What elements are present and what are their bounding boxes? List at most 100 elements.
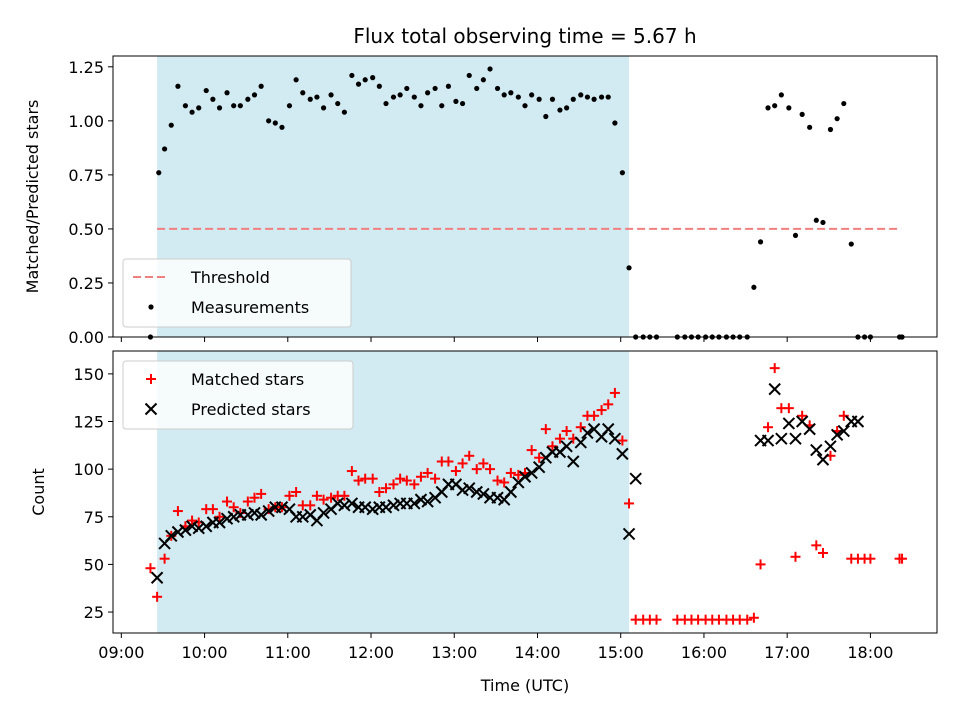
measurement-point	[786, 105, 792, 111]
count-x-ticks: 09:00 10:00 11:00 12:00 13:00 14:00 15:00 16:00…	[98, 633, 893, 662]
measurement-point	[445, 83, 452, 89]
predicted-star-point	[581, 426, 594, 440]
measurement-point	[362, 77, 368, 83]
matched-star-point	[790, 551, 801, 562]
predicted-star-point	[317, 506, 330, 520]
predicted-star-point	[150, 571, 164, 584]
matched-star-point	[485, 464, 496, 475]
count-x-tick-label: 11:00	[265, 643, 311, 662]
count-x-tick-label: 15:00	[598, 643, 644, 662]
measurement-point	[626, 265, 632, 271]
matched-star-point	[145, 563, 156, 574]
matched-star-point	[471, 464, 482, 475]
measurement-point	[529, 92, 535, 98]
count-axes-frame	[112, 350, 938, 634]
predicted-star-point	[532, 461, 546, 474]
measurement-point	[453, 98, 459, 104]
measurement-point	[522, 103, 528, 109]
measurement-point	[425, 90, 431, 96]
measurement-point	[515, 94, 521, 100]
count-y-tick-label: 75	[84, 508, 104, 527]
matched-star-point	[596, 405, 607, 416]
measurement-point	[564, 105, 570, 111]
count-y-tick-label: 125	[73, 413, 104, 432]
measurement-point	[480, 77, 486, 83]
predicted-star-point	[262, 504, 275, 518]
matched-star-point	[415, 471, 426, 482]
matched-legend-label: Matched stars	[191, 370, 304, 389]
measurement-point	[557, 107, 563, 113]
count-x-tick-label: 10:00	[182, 643, 228, 662]
matched-star-point	[214, 511, 225, 522]
predicted-star-point	[463, 481, 476, 495]
matched-star-point	[249, 492, 260, 503]
measurement-point	[501, 92, 507, 98]
count-legend: Matched stars Predicted stars	[122, 360, 354, 430]
matched-star-point	[443, 456, 454, 467]
predicted-star-point	[775, 432, 788, 445]
matched-star-point	[651, 614, 662, 625]
measurement-point	[397, 92, 403, 98]
matched-star-point	[575, 422, 586, 433]
measurement-point	[584, 94, 591, 100]
matched-star-point	[554, 433, 565, 444]
measurement-point	[307, 96, 313, 102]
predicted-star-point	[358, 501, 372, 514]
predicted-star-point	[782, 417, 796, 430]
matched-star-point	[624, 498, 635, 509]
matched-star-point	[513, 469, 524, 480]
measurement-point	[266, 118, 272, 124]
measurement-point	[156, 170, 162, 176]
measurement-point	[328, 92, 334, 98]
matched-star-point	[534, 452, 545, 463]
matched-star-point	[326, 492, 337, 503]
matched-star-point	[172, 506, 183, 517]
matched-star-point	[603, 399, 614, 410]
measurement-point	[612, 120, 618, 126]
ratio-y-axis-label: Matched/Predicted stars	[23, 100, 42, 294]
predicted-star-point	[171, 525, 185, 539]
predicted-star-point	[851, 415, 865, 428]
matched-star-point	[540, 424, 551, 435]
matched-star-point	[263, 504, 274, 515]
predicted-star-point	[254, 508, 268, 522]
measurement-point	[355, 81, 362, 87]
predicted-star-point	[213, 516, 226, 529]
measurement-point	[335, 100, 341, 107]
time-x-axis-label: Time (UTC)	[480, 676, 569, 695]
matched-star-point	[464, 450, 475, 461]
ratio-panel: 0.00 0.25 0.50 0.75 1.00 1.25 Flux total obse…	[23, 24, 938, 347]
measurement-point	[799, 111, 805, 117]
predicted-star-point	[421, 495, 434, 508]
measurement-point	[258, 83, 264, 89]
predicted-legend-marker	[144, 402, 158, 416]
measurement-point	[182, 103, 189, 109]
matched-star-point	[811, 540, 822, 551]
predicted-legend-label: Predicted stars	[191, 400, 311, 419]
matched-star-point	[207, 504, 218, 515]
predicted-star-point	[608, 432, 622, 445]
matched-star-point	[381, 483, 392, 494]
predicted-star-point	[803, 422, 816, 436]
matched-star-point	[222, 496, 233, 507]
matched-star-point	[291, 487, 302, 497]
measurement-point	[543, 113, 549, 120]
matched-star-point	[159, 553, 170, 564]
predicted-star-point	[477, 487, 490, 501]
matched-star-point	[256, 488, 267, 499]
ratio-y-tick-label: 0.50	[68, 220, 104, 239]
count-y-tick-label: 50	[84, 555, 104, 574]
matched-star-point	[838, 410, 849, 421]
measurement-point	[549, 96, 556, 102]
measurement-points	[147, 66, 905, 340]
matched-star-point	[505, 467, 516, 478]
measurement-point	[578, 92, 584, 98]
predicted-star-point	[602, 422, 615, 436]
predicted-star-point	[179, 523, 192, 537]
matched-star-point	[430, 473, 441, 484]
measurement-point	[487, 66, 493, 72]
predicted-star-point	[275, 501, 289, 514]
count-y-axis-label: Count	[29, 468, 48, 516]
measurement-point	[189, 109, 195, 115]
matched-star-point	[422, 467, 433, 478]
